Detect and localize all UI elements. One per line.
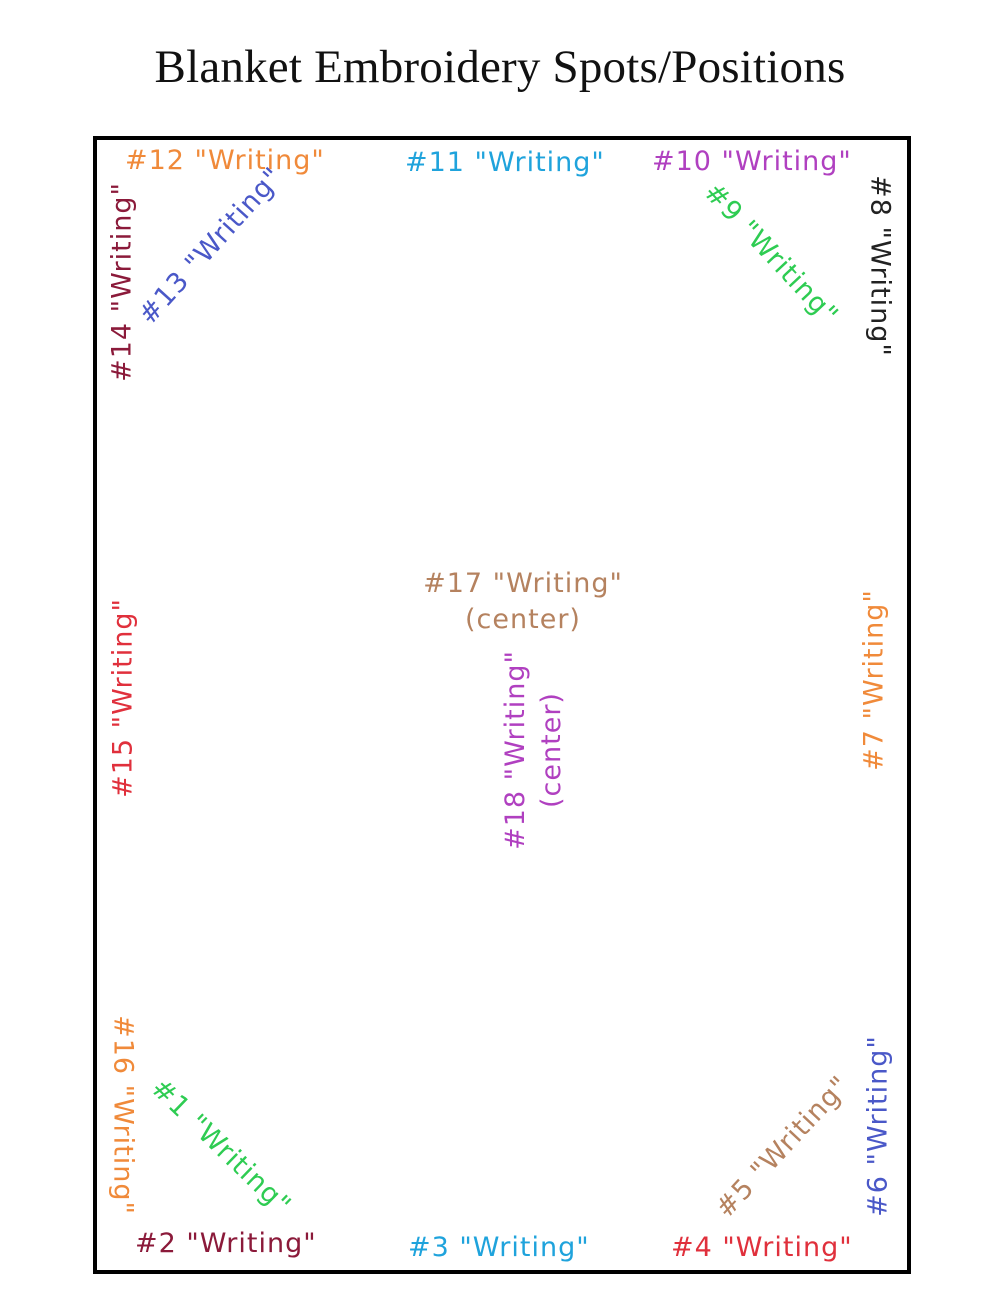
spot-17-text: #17 "Writing" [423, 568, 623, 599]
spot-17-subtext: (center) [465, 604, 581, 635]
spot-17-label: #17 "Writing" (center) [423, 566, 623, 638]
spot-2-label: #2 "Writing" [135, 1228, 317, 1259]
spot-8-label: #8 "Writing" [864, 175, 896, 357]
spot-16-label: #16 "Writing" [107, 1015, 139, 1215]
spot-18-subtext: (center) [536, 692, 567, 808]
spot-18-text: #18 "Writing" [500, 650, 531, 850]
spot-10-label: #10 "Writing" [652, 146, 852, 177]
spot-3-label: #3 "Writing" [408, 1232, 590, 1263]
spot-4-label: #4 "Writing" [671, 1232, 853, 1263]
spot-15-label: #15 "Writing" [107, 598, 139, 798]
spot-7-label: #7 "Writing" [858, 589, 890, 771]
spot-18-label: #18 "Writing" (center) [498, 650, 570, 850]
spot-6-label: #6 "Writing" [862, 1035, 894, 1217]
page-title: Blanket Embroidery Spots/Positions [154, 41, 846, 93]
spot-11-label: #11 "Writing" [405, 147, 605, 178]
spot-14-label: #14 "Writing" [106, 182, 138, 382]
spot-12-label: #12 "Writing" [125, 145, 325, 176]
blanket-outline [93, 136, 911, 1274]
